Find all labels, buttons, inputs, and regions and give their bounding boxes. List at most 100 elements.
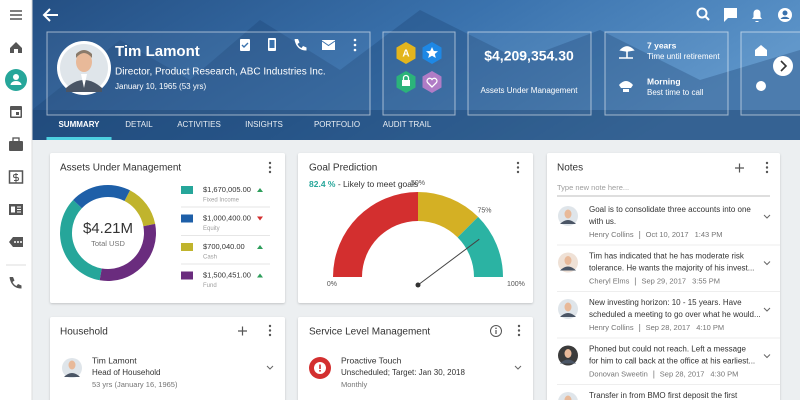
card-title: Service Level Management: [309, 327, 430, 338]
client-nav[interactable]: [5, 69, 27, 91]
badges-card: [382, 31, 456, 116]
note-text: for him to call back at the office at hi…: [589, 357, 755, 366]
note-date: Sep 28, 2017: [660, 369, 705, 378]
legend-name: Fixed Income: [203, 198, 240, 204]
phone-nav[interactable]: [9, 277, 22, 289]
more-icon[interactable]: [517, 324, 521, 337]
menu-icon[interactable]: [10, 10, 22, 20]
note-text: Phoned but could not reach. Left a messa…: [589, 345, 747, 354]
legend-swatch: [181, 271, 193, 280]
note-input[interactable]: Type new note here...: [557, 183, 629, 192]
note-text: with us.: [588, 217, 616, 226]
note-date: Oct 10, 2017: [646, 230, 689, 239]
note-time: 3:55 PM: [692, 276, 720, 285]
account-icon[interactable]: [778, 8, 792, 22]
note-date: Sep 28, 2017: [646, 323, 691, 332]
donut: [60, 185, 156, 281]
card-title: Assets Under Management: [60, 163, 181, 174]
tab[interactable]: ACTIVITIES: [177, 120, 221, 129]
expand[interactable]: [763, 354, 771, 359]
expand[interactable]: [763, 214, 771, 219]
client-birth: January 10, 1965 (53 yrs): [115, 82, 206, 91]
goal-summary: 82.4 % - Likely to meet goals: [309, 179, 418, 189]
expand[interactable]: [763, 261, 771, 266]
tags-nav[interactable]: [9, 237, 23, 247]
tab[interactable]: DETAIL: [125, 120, 153, 129]
aum-legend: $1,670,005.00 Fixed Income $1,000,400.00 Eq…: [181, 185, 270, 289]
goal-percent: 82.4 %: [309, 179, 336, 189]
tab[interactable]: SUMMARY: [58, 120, 100, 129]
gauge-band: [418, 192, 479, 238]
mail-icon[interactable]: [321, 40, 336, 50]
note-text: tolerance. He wants the majority of his …: [589, 264, 754, 273]
note-avatar-body: [560, 359, 576, 364]
call-icon[interactable]: [294, 39, 307, 51]
donut-segment: [124, 190, 156, 227]
service-frequency: Monthly: [341, 380, 368, 389]
member-age: 53 yrs (January 16, 1965): [92, 380, 178, 389]
badge-letter: A: [402, 49, 409, 60]
badge: [422, 71, 442, 93]
note-time: 4:30 PM: [710, 369, 738, 378]
note-avatar-body: [560, 220, 576, 224]
note-avatar-face: [564, 349, 572, 358]
gauge-tick-label: 0%: [327, 281, 337, 288]
trend-indicator: [257, 245, 263, 249]
trend-indicator: [257, 188, 263, 192]
tab[interactable]: AUDIT TRAIL: [383, 120, 432, 129]
more-icon[interactable]: [516, 161, 520, 174]
tab[interactable]: INSIGHTS: [245, 120, 283, 129]
expand[interactable]: [763, 307, 771, 312]
note-time: 1:43 PM: [695, 230, 723, 239]
more-icon[interactable]: [353, 38, 357, 52]
tab[interactable]: PORTFOLIO: [314, 120, 360, 129]
legend-amount: $700,040.00: [203, 242, 245, 251]
note-author: Henry Collins: [589, 323, 634, 332]
household-card: [50, 317, 285, 400]
home-nav[interactable]: [10, 42, 22, 53]
mobile-icon[interactable]: [268, 38, 276, 51]
search-icon[interactable]: [696, 7, 710, 21]
add-note[interactable]: [735, 163, 744, 173]
gauge-tick-label: 100%: [507, 281, 525, 288]
member-name: Tim Lamont: [92, 355, 137, 365]
notification-icon[interactable]: [752, 9, 762, 23]
retirement-icon: [619, 46, 635, 59]
trend-indicator: [257, 273, 263, 278]
expand[interactable]: [514, 365, 522, 370]
contacts-nav[interactable]: [9, 204, 23, 215]
calendar-nav[interactable]: [10, 106, 22, 118]
donut-segment: [73, 185, 131, 209]
note-author: Donovan Sweetin: [589, 369, 648, 378]
dollar-nav[interactable]: [8, 170, 24, 184]
donut-segment: [99, 223, 156, 281]
more-icon[interactable]: [268, 161, 272, 174]
note-avatar-face: [564, 209, 572, 219]
note-text: Goal is to consolidate three accounts in…: [589, 205, 751, 214]
more-icon[interactable]: [268, 324, 272, 337]
gauge-pivot: [415, 282, 421, 288]
legend-name: Cash: [203, 255, 217, 261]
note-avatar-face: [564, 395, 572, 400]
back-button[interactable]: [42, 8, 58, 22]
info-icon[interactable]: [490, 325, 502, 337]
legend-amount: $1,670,005.00: [203, 185, 251, 194]
gauge: 0% 50% 75% 100%: [327, 180, 525, 288]
chat-icon[interactable]: [724, 8, 737, 22]
task-icon[interactable]: [240, 39, 250, 51]
more-icon[interactable]: [765, 161, 769, 174]
add-member[interactable]: [238, 326, 247, 336]
legend-swatch: [181, 243, 193, 251]
aum-value: $4,209,354.30: [484, 48, 574, 64]
aum-total: $4.21M: [83, 220, 133, 237]
member-avatar: [62, 358, 82, 378]
expand[interactable]: [266, 365, 274, 370]
tab-bar: SUMMARY DETAIL ACTIVITIES INSIGHTS PORTFOLIO…: [46, 120, 432, 140]
gauge-tick-label: 75%: [477, 207, 491, 214]
client-title: Director, Product Research, ABC Industri…: [115, 67, 326, 78]
gauge-needle: [417, 238, 480, 286]
note-author: Henry Collins: [589, 230, 634, 239]
next-button[interactable]: [773, 56, 793, 76]
briefcase-nav[interactable]: [9, 137, 23, 151]
